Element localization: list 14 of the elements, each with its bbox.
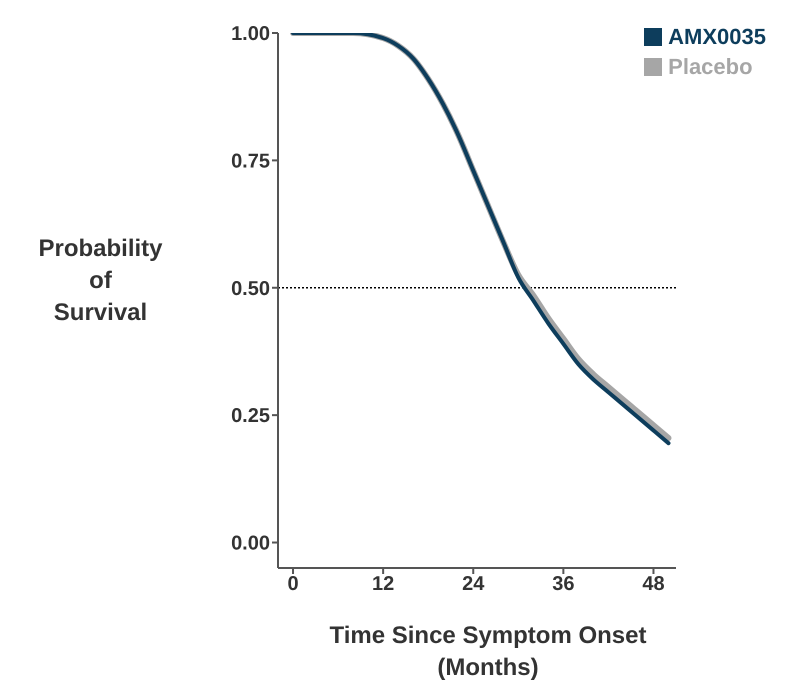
x-tick-label: 36 — [552, 573, 574, 596]
y-tick-label: 1.00 — [231, 23, 270, 46]
x-tick-label: 24 — [462, 573, 486, 596]
y-tick-label: 0.25 — [231, 405, 270, 428]
x-tick-label: 12 — [372, 573, 394, 596]
y-tick-label: 0.75 — [231, 150, 270, 172]
x-tick-label: 0 — [287, 573, 299, 596]
x-tick-label: 48 — [642, 573, 665, 596]
x-axis-title: Time Since Symptom Onset (Months) — [328, 621, 648, 683]
y-tick-label: 0.00 — [231, 532, 270, 555]
legend-label: Placebo — [667, 53, 754, 81]
y-tick-label: 0.50 — [231, 278, 270, 300]
y-axis-title: Probability of Survival — [37, 234, 164, 328]
legend-label: AMX0035 — [667, 23, 766, 51]
